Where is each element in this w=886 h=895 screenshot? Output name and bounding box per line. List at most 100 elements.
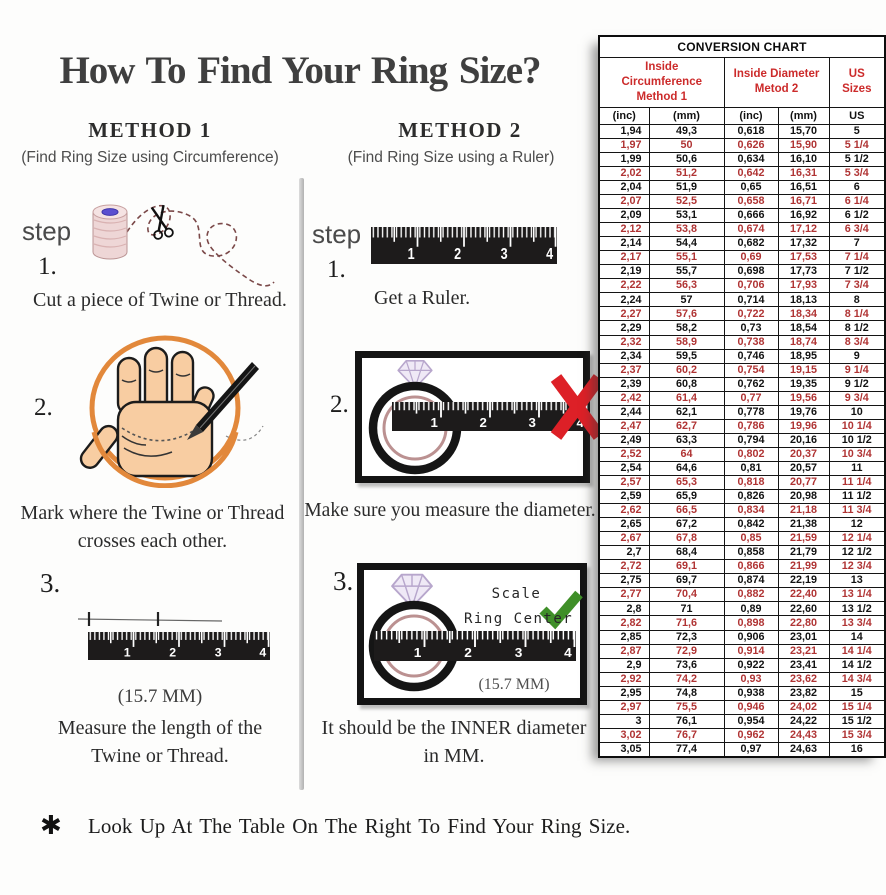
asterisk-icon: ✱ [40,811,62,841]
table-cell: 6 [828,179,886,196]
svg-text:2: 2 [464,645,472,660]
table-cell: 0,962 [723,727,779,743]
method2-measurement: (15.7 MM) [478,676,550,693]
table-cell: 66,5 [648,503,725,519]
table-row: 2,19 55,7 0,698 17,73 7 1/2 [598,264,886,280]
table-row: 1,99 50,6 0,634 16,10 5 1/2 [598,151,886,167]
table-cell: 74,8 [648,685,725,701]
table-row: 2,34 59,5 0,746 18,95 9 [598,348,886,364]
table-cell: 23,01 [777,629,830,645]
table-cell: 69,1 [648,559,725,575]
table-row: 2,32 58,9 0,738 18,74 8 3/4 [598,334,886,350]
table-cell: 2,54 [598,460,650,476]
table-row: 2,44 62,1 0,778 19,76 10 [598,404,886,420]
table-cell: 20,98 [777,489,830,505]
table-cell: 0,746 [723,348,779,364]
table-cell: 72,9 [648,643,725,659]
table-cell: 21,38 [777,517,830,533]
table-cell: 5 1/2 [828,151,886,167]
table-cell: 0,65 [723,179,779,196]
hand-illustration [79,335,264,488]
table-cell: 71 [648,601,725,617]
table-row: 2,07 52,5 0,658 16,71 6 1/4 [598,194,886,210]
table-cell: 0,866 [723,559,779,575]
method2-step3-box: 1 2 3 4 Scale Ring Center (15.7 MM) [357,563,587,705]
table-cell: 23,82 [777,685,830,701]
method2-heading: METHOD 2 [398,118,522,142]
ruler-icon: 1 2 3 4 [374,631,576,661]
table-cell: 64,6 [648,460,725,476]
table-cell: 67,2 [648,517,725,533]
ruler-icon: 1 2 3 4 [88,632,270,660]
table-cell: 2,82 [598,615,650,631]
table-cell: 24,43 [777,727,830,743]
table-cell: 6 1/4 [828,194,886,210]
table-row: 2,04 51,9 0,65 16,51 6 [598,179,886,196]
table-cell: 0,93 [723,671,779,687]
table-cell: 3,05 [598,741,650,758]
table-cell: 57,6 [648,306,725,322]
table-cell: 3 [598,713,650,729]
table-cell: 11 1/2 [828,489,886,505]
table-cell: 14 1/2 [828,657,886,673]
svg-text:4: 4 [546,246,553,264]
table-row: 2,24 57 0,714 18,13 8 [598,292,886,308]
method1-step1-caption: Cut a piece of Twine or Thread. [33,289,287,311]
table-cell: 11 [828,460,886,476]
table-row: 2,14 54,4 0,682 17,32 7 [598,236,886,252]
svg-text:3: 3 [215,645,222,659]
unit-header: (mm) [648,106,725,125]
table-cell: 70,4 [648,587,725,603]
table-cell: 2,57 [598,474,650,491]
unit-header: (mm) [777,106,830,125]
table-cell: 8 3/4 [828,334,886,350]
table-cell: 59,5 [648,348,725,364]
table-cell: 9 3/4 [828,390,886,406]
svg-text:3: 3 [529,415,536,430]
table-cell: 2,07 [598,194,650,210]
table-row: 2,65 67,2 0,842 21,38 12 [598,517,886,533]
table-cell: 12 [828,517,886,533]
column-group-diameter: Inside Diameter Metod 2 [723,57,830,108]
table-row: 2,39 60,8 0,762 19,35 9 1/2 [598,376,886,392]
table-cell: 10 [828,404,886,420]
table-cell: 2,62 [598,503,650,519]
caption-line: Mark where the Twine or Thread [20,502,285,524]
table-row: 1,97 50 0,626 15,90 5 1/4 [598,137,886,153]
table-cell: 15,90 [777,137,830,153]
table-cell: 17,73 [777,264,830,280]
table-cell: 5 3/4 [828,165,886,182]
table-cell: 0,818 [723,474,779,491]
table-cell: 0,89 [723,601,779,617]
table-cell: 0,706 [723,278,779,294]
method2-step2-number: 2. [330,391,349,418]
table-cell: 60,8 [648,376,725,392]
table-cell: 0,73 [723,320,779,336]
table-cell: 2,09 [598,208,650,224]
x-mark-icon [550,374,605,440]
table-cell: 2,8 [598,601,650,617]
svg-text:3: 3 [515,645,523,660]
table-row: 2,95 74,8 0,938 23,82 15 [598,685,886,701]
table-row: 2,57 65,3 0,818 20,77 11 1/4 [598,474,886,491]
table-cell: 15 1/4 [828,699,886,715]
table-cell: 15 1/2 [828,713,886,729]
svg-text:1: 1 [431,415,438,430]
column-group-us-sizes: US Sizes [828,57,886,108]
table-cell: 2,44 [598,404,650,420]
table-cell: 8 1/4 [828,306,886,322]
caption-line: It should be the INNER diameter [321,717,587,739]
table-cell: 9 1/4 [828,362,886,378]
table-cell: 12 3/4 [828,559,886,575]
table-row: 3 76,1 0,954 24,22 15 1/2 [598,713,886,729]
table-cell: 21,59 [777,531,830,547]
conversion-table: CONVERSION CHART Inside Circumference Me… [598,35,886,758]
table-cell: 61,4 [648,390,725,406]
table-cell: 0,626 [723,137,779,153]
table-cell: 19,96 [777,418,830,434]
table-cell: 7 3/4 [828,278,886,294]
table-cell: 13 [828,573,886,589]
table-cell: 0,842 [723,517,779,533]
table-cell: 0,658 [723,194,779,210]
svg-text:1: 1 [408,246,415,264]
